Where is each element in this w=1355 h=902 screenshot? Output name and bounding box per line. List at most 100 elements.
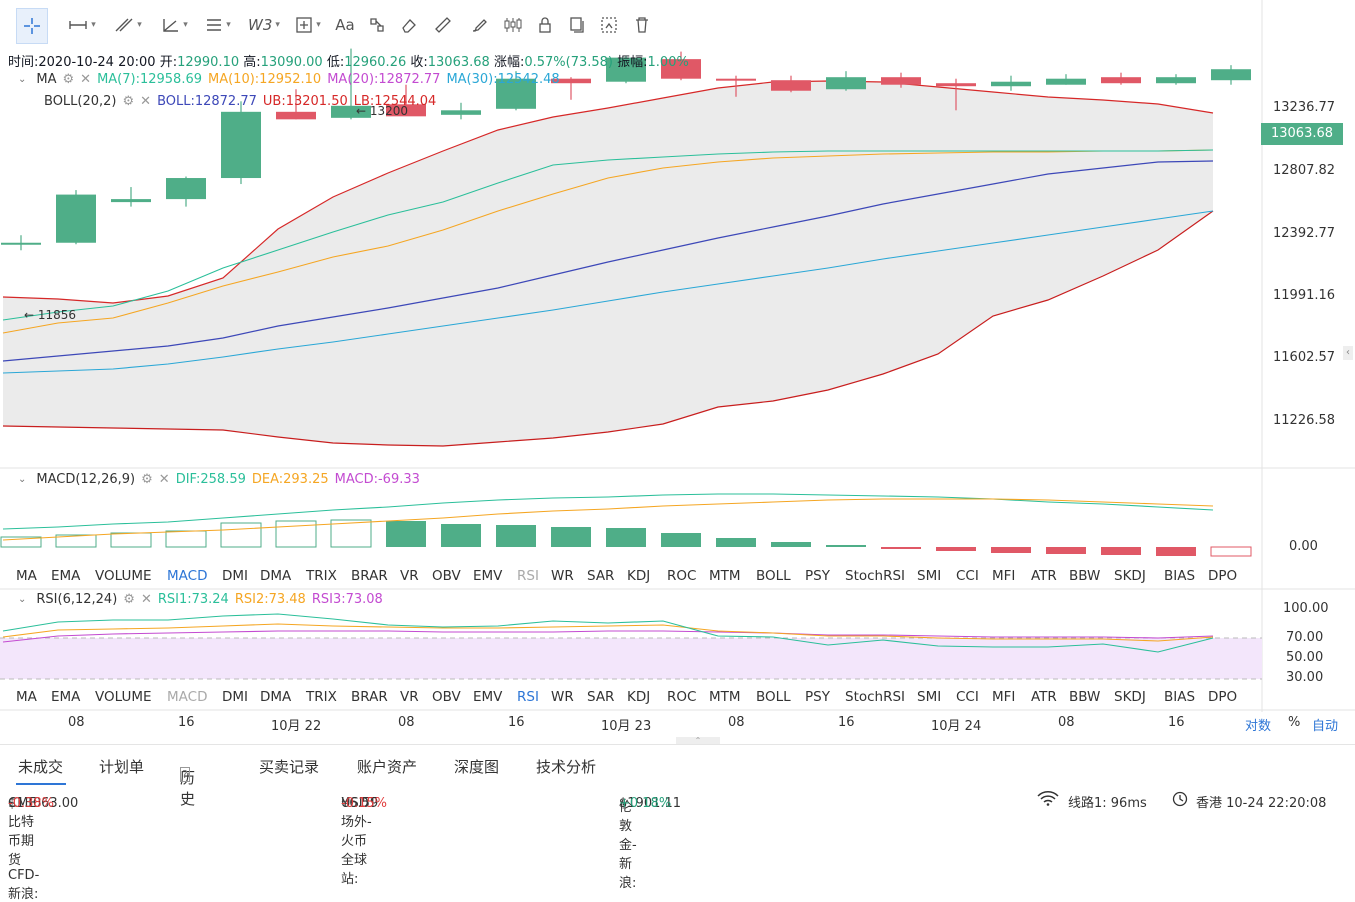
eraser-icon[interactable] <box>396 8 422 42</box>
indicator-tab-boll[interactable]: BOLL <box>756 689 791 705</box>
indicator-tab-kdj[interactable]: KDJ <box>627 568 651 584</box>
indicator-tab-macd[interactable]: MACD <box>167 568 208 584</box>
indicator-tab-dmi[interactable]: DMI <box>222 689 249 705</box>
indicator-tab-bbw[interactable]: BBW <box>1069 568 1101 584</box>
trash-icon[interactable] <box>630 8 654 42</box>
tab-plan-orders[interactable]: 计划单 <box>99 758 145 776</box>
indicator-tab-vr[interactable]: VR <box>400 689 419 705</box>
close-icon[interactable]: ✕ <box>140 592 152 607</box>
indicator-tab-dpo[interactable]: DPO <box>1208 689 1238 705</box>
macd-bar <box>551 527 591 547</box>
indicator-tab-trix[interactable]: TRIX <box>306 568 337 584</box>
indicator-tab-dpo[interactable]: DPO <box>1208 568 1238 584</box>
parallel-lines-icon[interactable]: ▾ <box>198 8 238 42</box>
indicator-tab-bias[interactable]: BIAS <box>1164 568 1196 584</box>
indicator-tab-obv[interactable]: OBV <box>432 689 461 705</box>
indicator-tab-stochrsi[interactable]: StochRSI <box>845 689 906 705</box>
settings-icon[interactable]: ⚙ <box>122 94 135 109</box>
network-latency[interactable]: 线路1: 96ms <box>1068 796 1147 811</box>
indicator-tab-rsi[interactable]: RSI <box>517 568 539 584</box>
lock-icon[interactable] <box>534 8 556 42</box>
settings-icon[interactable]: ⚙ <box>123 592 135 607</box>
indicator-tab-psy[interactable]: PSY <box>805 689 830 705</box>
tab-technical-analysis[interactable]: 技术分析 <box>536 758 597 776</box>
indicator-tab-roc[interactable]: ROC <box>667 568 697 584</box>
indicator-tab-mtm[interactable]: MTM <box>709 568 741 584</box>
tab-open-orders[interactable]: 未成交 <box>18 758 64 776</box>
trend-line-icon[interactable]: ▾ <box>108 8 148 42</box>
close-icon[interactable]: ✕ <box>140 94 152 109</box>
wave-icon[interactable]: W3 ▾ <box>248 16 280 34</box>
indicator-tab-cci[interactable]: CCI <box>956 689 979 705</box>
close-icon[interactable]: ✕ <box>80 72 92 87</box>
indicator-tab-mfi[interactable]: MFI <box>992 568 1016 584</box>
indicator-tab-skdj[interactable]: SKDJ <box>1114 568 1146 584</box>
percent-scale-toggle[interactable]: % <box>1288 715 1301 730</box>
indicator-tab-volume[interactable]: VOLUME <box>95 689 152 705</box>
indicator-tab-sar[interactable]: SAR <box>587 568 615 584</box>
expand-handle-icon[interactable]: ⌃ <box>676 737 720 745</box>
indicator-tab-obv[interactable]: OBV <box>432 568 461 584</box>
indicator-tab-dma[interactable]: DMA <box>260 689 292 705</box>
screenshot-icon[interactable] <box>596 8 622 42</box>
price-chart[interactable] <box>0 0 1355 712</box>
settings-icon[interactable]: ⚙ <box>141 472 153 487</box>
tab-account-assets[interactable]: 账户资产 <box>357 758 418 776</box>
ruler-icon[interactable] <box>430 8 456 42</box>
indicator-tab-roc[interactable]: ROC <box>667 689 697 705</box>
indicator-tab-macd[interactable]: MACD <box>167 689 208 705</box>
indicator-tab-trix[interactable]: TRIX <box>306 689 337 705</box>
copy-icon[interactable] <box>566 8 588 42</box>
dif-line <box>2 493 1214 530</box>
indicator-tab-sar[interactable]: SAR <box>587 689 615 705</box>
crosshair-icon[interactable] <box>16 8 48 44</box>
indicator-tab-ema[interactable]: EMA <box>51 689 81 705</box>
indicator-tab-boll[interactable]: BOLL <box>756 568 791 584</box>
indicator-tab-bias[interactable]: BIAS <box>1164 689 1196 705</box>
indicator-tab-smi[interactable]: SMI <box>917 568 942 584</box>
settings-icon[interactable]: ⚙ <box>62 72 75 87</box>
collapse-panel-icon[interactable]: ‹ <box>1343 346 1353 360</box>
indicator-tab-emv[interactable]: EMV <box>473 568 503 584</box>
measure-icon[interactable]: ▾ <box>288 8 328 42</box>
tab-trade-records[interactable]: 买卖记录 <box>259 758 320 776</box>
indicator-tab-dma[interactable]: DMA <box>260 568 292 584</box>
indicator-tab-brar[interactable]: BRAR <box>351 689 388 705</box>
pattern-icon[interactable] <box>364 8 390 42</box>
auto-scale-toggle[interactable]: 自动 <box>1312 719 1339 734</box>
indicator-tab-wr[interactable]: WR <box>551 689 574 705</box>
indicator-tab-mfi[interactable]: MFI <box>992 689 1016 705</box>
indicator-tab-ema[interactable]: EMA <box>51 568 81 584</box>
indicator-tab-vr[interactable]: VR <box>400 568 419 584</box>
text-icon[interactable]: Aa <box>332 8 358 42</box>
collapse-icon[interactable]: ⌄ <box>18 74 27 85</box>
indicator-tab-kdj[interactable]: KDJ <box>627 689 651 705</box>
indicator-tab-ma[interactable]: MA <box>16 568 37 584</box>
brush-icon[interactable] <box>466 8 492 42</box>
indicator-tab-atr[interactable]: ATR <box>1031 568 1057 584</box>
indicator-tab-cci[interactable]: CCI <box>956 568 979 584</box>
indicator-tab-rsi[interactable]: RSI <box>517 689 539 705</box>
angle-icon[interactable]: ▾ <box>155 8 195 42</box>
indicator-tab-ma[interactable]: MA <box>16 689 37 705</box>
indicator-tab-brar[interactable]: BRAR <box>351 568 388 584</box>
collapse-icon[interactable]: ⌄ <box>18 594 27 605</box>
candles-icon[interactable] <box>500 8 526 42</box>
indicator-tab-psy[interactable]: PSY <box>805 568 830 584</box>
indicator-tab-skdj[interactable]: SKDJ <box>1114 689 1146 705</box>
close-icon[interactable]: ✕ <box>158 472 170 487</box>
indicator-tab-atr[interactable]: ATR <box>1031 689 1057 705</box>
collapse-icon[interactable]: ⌄ <box>18 474 27 485</box>
help-icon[interactable]: ? <box>180 767 190 782</box>
horizontal-line-icon[interactable]: ▾ <box>62 8 102 42</box>
log-scale-toggle[interactable]: 对数 <box>1245 719 1272 734</box>
indicator-tab-volume[interactable]: VOLUME <box>95 568 152 584</box>
tab-depth-chart[interactable]: 深度图 <box>454 758 500 776</box>
indicator-tab-wr[interactable]: WR <box>551 568 574 584</box>
indicator-tab-dmi[interactable]: DMI <box>222 568 249 584</box>
indicator-tab-bbw[interactable]: BBW <box>1069 689 1101 705</box>
indicator-tab-smi[interactable]: SMI <box>917 689 942 705</box>
indicator-tab-mtm[interactable]: MTM <box>709 689 741 705</box>
indicator-tab-emv[interactable]: EMV <box>473 689 503 705</box>
indicator-tab-stochrsi[interactable]: StochRSI <box>845 568 906 584</box>
